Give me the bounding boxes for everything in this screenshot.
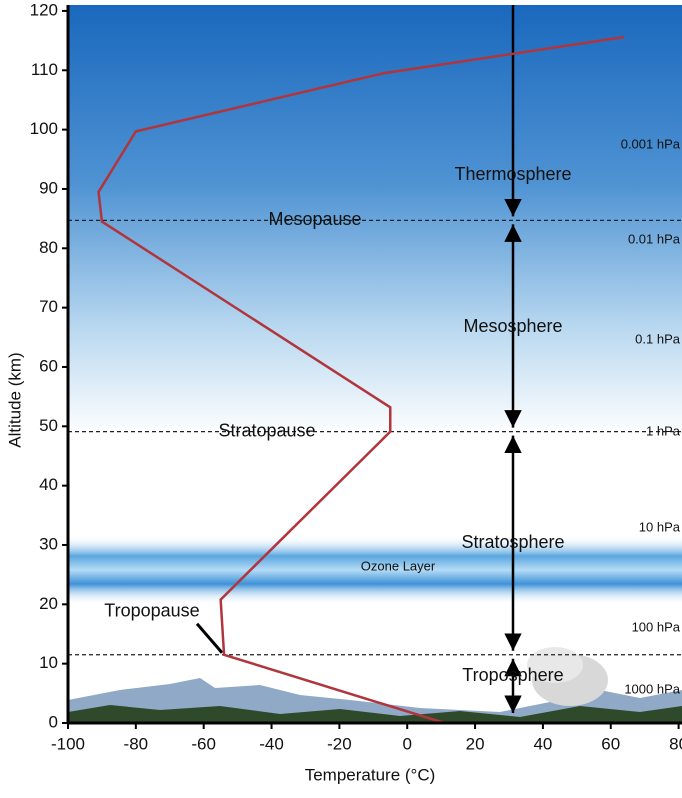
pressure-label: 1000 hPa	[624, 681, 680, 696]
pressure-label: 1 hPa	[646, 423, 681, 438]
temperature-line	[97, 35, 625, 725]
x-tick-label: 40	[533, 734, 552, 753]
y-tick-label: 20	[39, 594, 58, 613]
ozone-label: Ozone Layer	[361, 558, 436, 573]
layer-label: Troposphere	[462, 665, 563, 685]
y-tick-label: 0	[49, 712, 58, 731]
x-tick-label: -20	[327, 734, 352, 753]
layer-label: Mesosphere	[463, 316, 562, 336]
y-tick-label: 120	[30, 0, 58, 19]
reference-label: Tropopause	[104, 601, 199, 621]
pressure-label: 10 hPa	[639, 519, 681, 534]
x-tick-label: 0	[402, 734, 411, 753]
x-tick-label: -80	[124, 734, 149, 753]
x-tick-label: 60	[601, 734, 620, 753]
layer-label: Stratosphere	[461, 532, 564, 552]
pressure-label: 0.1 hPa	[635, 331, 681, 346]
landscape	[68, 647, 682, 723]
pressure-label: 0.001 hPa	[621, 136, 681, 151]
pressure-label: 0.01 hPa	[628, 231, 681, 246]
x-tick-label: -40	[259, 734, 284, 753]
ozone-band	[68, 535, 682, 605]
pressure-label: 100 hPa	[632, 619, 681, 634]
reference-label: Stratopause	[218, 420, 315, 440]
reference-label: Mesopause	[268, 209, 361, 229]
y-tick-label: 80	[39, 238, 58, 257]
y-tick-label: 50	[39, 416, 58, 435]
y-tick-label: 60	[39, 356, 58, 375]
x-axis-title: Temperature (°C)	[305, 765, 436, 784]
y-axis-title: Altitude (km)	[5, 352, 24, 447]
label-pointer	[195, 622, 224, 654]
y-tick-label: 30	[39, 534, 58, 553]
y-tick-label: 10	[39, 653, 58, 672]
x-tick-label: 80	[669, 734, 682, 753]
y-tick-label: 110	[31, 60, 58, 79]
x-tick-label: -100	[51, 734, 85, 753]
y-tick-label: 100	[30, 119, 58, 138]
y-tick-label: 70	[39, 297, 58, 316]
y-tick-label: 90	[39, 178, 58, 197]
layer-label: Thermosphere	[454, 164, 571, 184]
y-tick-label: 40	[39, 475, 58, 494]
x-tick-label: -60	[191, 734, 216, 753]
x-tick-label: 20	[466, 734, 485, 753]
